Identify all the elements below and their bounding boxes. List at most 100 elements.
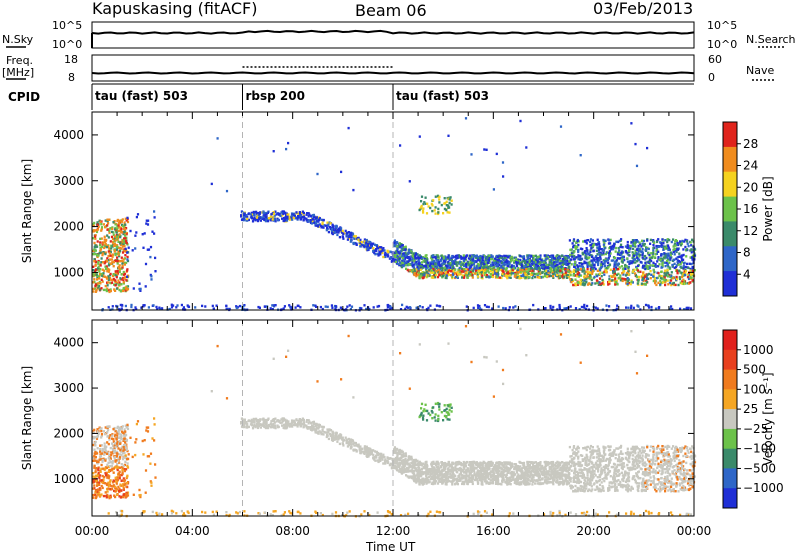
data-cell: [93, 278, 96, 281]
data-cell: [682, 274, 685, 277]
data-cell: [103, 475, 106, 479]
data-cell: [328, 432, 331, 436]
data-cell: [126, 268, 129, 271]
data-cell: [311, 217, 314, 221]
data-cell: [631, 251, 634, 254]
data-cell: [124, 455, 128, 459]
data-cell: [116, 256, 119, 259]
data-cell: [616, 264, 619, 267]
data-cell: [569, 273, 572, 277]
data-cell: [175, 306, 178, 309]
data-cell: [360, 450, 363, 453]
data-cell: [246, 215, 249, 219]
data-cell: [515, 257, 518, 261]
data-cell: [463, 275, 466, 278]
data-cell: [433, 209, 436, 212]
data-cell: [376, 305, 379, 308]
data-cell: [465, 266, 468, 269]
data-cell: [596, 238, 599, 241]
data-cell: [667, 246, 670, 249]
data-cell: [107, 250, 110, 253]
data-cell: [575, 264, 578, 267]
data-cell: [134, 306, 137, 309]
data-cell: [93, 487, 96, 490]
data-cell: [630, 304, 633, 308]
data-cell: [627, 253, 630, 256]
data-cell: [666, 279, 669, 282]
data-cell: [114, 239, 117, 242]
data-cell: [301, 211, 304, 215]
data-cell: [145, 219, 148, 222]
data-cell: [588, 276, 591, 279]
data-cell: [664, 278, 667, 282]
data-cell: [104, 467, 107, 470]
data-cell: [430, 258, 434, 261]
data-cell: [438, 260, 441, 264]
data-cell: [472, 258, 475, 261]
data-cell: [106, 257, 109, 260]
data-cell: [622, 271, 625, 274]
data-cell: [225, 305, 228, 308]
data-cell: [482, 269, 485, 272]
data-cell: [235, 305, 238, 308]
data-cell: [96, 245, 99, 248]
data-cell: [411, 260, 414, 263]
data-cell: [637, 247, 640, 250]
data-cell: [421, 261, 424, 264]
data-cell: [616, 268, 619, 271]
data-cell: [634, 245, 637, 248]
data-cell: [634, 239, 637, 242]
data-cell: [661, 253, 664, 256]
data-cell: [327, 437, 330, 441]
data-cell: [96, 228, 100, 231]
data-cell: [669, 255, 672, 259]
data-cell: [123, 249, 126, 253]
data-cell: [118, 495, 121, 498]
data-cell: [616, 304, 619, 307]
data-cell: [104, 251, 107, 254]
data-cell: [493, 261, 497, 264]
data-cell: [461, 274, 464, 277]
data-cell: [257, 217, 260, 221]
data-cell: [122, 276, 125, 280]
data-cell: [366, 247, 369, 251]
data-cell: [122, 477, 125, 480]
data-cell: [331, 224, 334, 227]
data-cell: [123, 257, 126, 260]
data-cell: [352, 188, 355, 192]
data-cell: [401, 256, 404, 260]
data-cell: [306, 212, 309, 215]
data-cell: [118, 487, 121, 490]
data-cell: [149, 452, 153, 455]
data-cell: [122, 278, 125, 282]
data-cell: [107, 306, 110, 309]
data-cell: [124, 495, 127, 498]
data-cell: [94, 456, 97, 459]
data-cell: [598, 245, 601, 248]
data-cell: [104, 449, 107, 452]
data-cell: [557, 256, 560, 260]
data-cell: [134, 441, 137, 444]
data-cell: [626, 271, 629, 275]
data-cell: [100, 493, 103, 496]
data-cell: [108, 436, 111, 439]
data-cell: [413, 271, 416, 275]
data-cell: [680, 242, 683, 245]
data-cell: [448, 256, 451, 259]
data-cell: [125, 439, 128, 443]
data-cell: [502, 272, 505, 276]
data-cell: [151, 230, 154, 233]
data-cell: [433, 273, 436, 276]
data-cell: [578, 308, 581, 311]
data-cell: [294, 306, 297, 309]
data-cell: [561, 275, 564, 278]
data-cell: [660, 274, 663, 278]
data-cell: [141, 233, 144, 236]
data-cell: [620, 265, 623, 268]
data-cell: [99, 427, 102, 430]
data-cell: [495, 152, 498, 156]
data-cell: [654, 263, 657, 266]
data-cell: [315, 221, 318, 225]
data-cell: [674, 244, 677, 247]
data-cell: [98, 275, 101, 278]
